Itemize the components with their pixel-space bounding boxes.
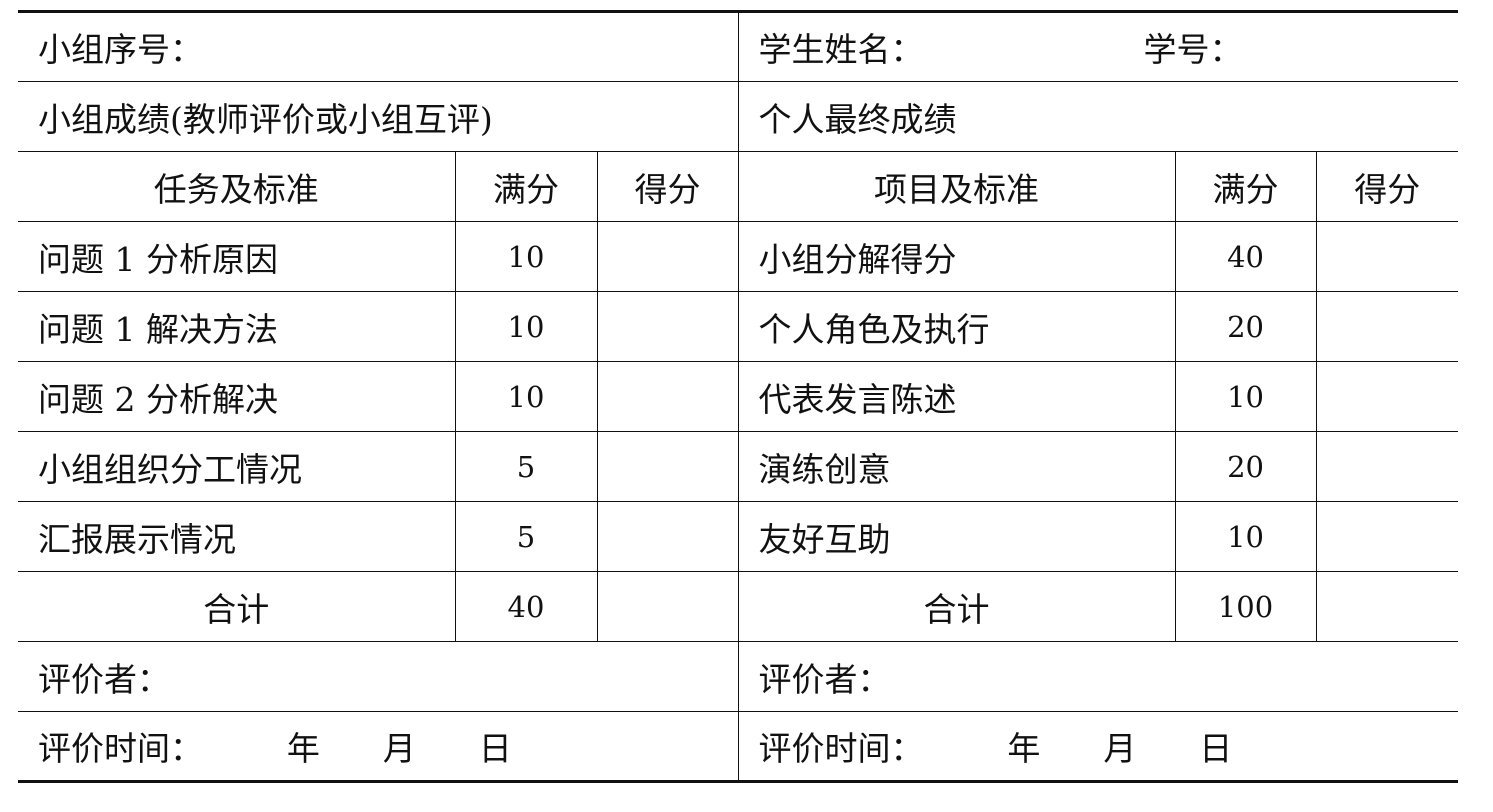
- table-row: 汇报展示情况 5 友好互助 10: [18, 501, 1459, 572]
- left-total-score-cell[interactable]: [596, 571, 739, 642]
- date-row: 评价时间： 年 月 日 评价时间： 年 月 日: [18, 711, 1459, 782]
- left-total-full: 40: [454, 571, 598, 642]
- right-item: 演练创意: [737, 431, 1176, 502]
- left-item: 小组组织分工情况: [18, 431, 456, 502]
- header-row-2: 小组成绩(教师评价或小组互评) 个人最终成绩: [18, 81, 1459, 152]
- right-col-header-item: 项目及标准: [737, 151, 1176, 222]
- right-full-score: 20: [1174, 291, 1317, 362]
- right-total-label: 合计: [737, 571, 1176, 642]
- left-full-score: 5: [454, 501, 598, 572]
- left-total-label: 合计: [18, 571, 456, 642]
- right-item: 代表发言陈述: [737, 361, 1176, 432]
- right-evaluator-field[interactable]: 评价者：: [737, 641, 1459, 712]
- left-score-cell[interactable]: [596, 221, 739, 292]
- group-score-title: 小组成绩(教师评价或小组互评): [18, 81, 739, 152]
- right-col-header-full: 满分: [1174, 151, 1317, 222]
- evaluator-row: 评价者： 评价者：: [18, 641, 1459, 712]
- group-number-field[interactable]: 小组序号：: [18, 11, 739, 82]
- left-item: 问题 1 分析原因: [18, 221, 456, 292]
- right-score-cell[interactable]: [1315, 431, 1459, 502]
- right-date-field[interactable]: 评价时间： 年 月 日: [737, 711, 1459, 782]
- left-item: 问题 1 解决方法: [18, 291, 456, 362]
- right-full-score: 10: [1174, 361, 1317, 432]
- left-score-cell[interactable]: [596, 501, 739, 572]
- table-row: 小组组织分工情况 5 演练创意 20: [18, 431, 1459, 502]
- personal-score-title: 个人最终成绩: [737, 81, 1459, 152]
- left-evaluator-field[interactable]: 评价者：: [18, 641, 739, 712]
- left-date-field[interactable]: 评价时间： 年 月 日: [18, 711, 739, 782]
- right-score-cell[interactable]: [1315, 221, 1459, 292]
- left-item: 问题 2 分析解决: [18, 361, 456, 432]
- left-full-score: 10: [454, 361, 598, 432]
- right-score-cell[interactable]: [1315, 361, 1459, 432]
- right-total-full: 100: [1174, 571, 1317, 642]
- table-row: 问题 1 解决方法 10 个人角色及执行 20: [18, 291, 1459, 362]
- left-full-score: 10: [454, 221, 598, 292]
- right-full-score: 20: [1174, 431, 1317, 502]
- right-item: 小组分解得分: [737, 221, 1176, 292]
- left-col-header-score: 得分: [596, 151, 739, 222]
- right-full-score: 10: [1174, 501, 1317, 572]
- left-score-cell[interactable]: [596, 431, 739, 502]
- column-header-row: 任务及标准 满分 得分 项目及标准 满分 得分: [18, 151, 1459, 222]
- table-row: 问题 2 分析解决 10 代表发言陈述 10: [18, 361, 1459, 432]
- student-info-field[interactable]: 学生姓名： 学号：: [737, 11, 1459, 82]
- left-full-score: 10: [454, 291, 598, 362]
- left-score-cell[interactable]: [596, 291, 739, 362]
- right-item: 个人角色及执行: [737, 291, 1176, 362]
- student-name-label: 学生姓名：: [758, 30, 924, 69]
- right-total-score-cell[interactable]: [1315, 571, 1459, 642]
- left-score-cell[interactable]: [596, 361, 739, 432]
- header-row-1: 小组序号： 学生姓名： 学号：: [18, 11, 1459, 82]
- left-col-header-item: 任务及标准: [18, 151, 456, 222]
- left-col-header-full: 满分: [454, 151, 598, 222]
- total-row: 合计 40 合计 100: [18, 571, 1459, 642]
- evaluation-table: 小组序号： 学生姓名： 学号： 小组成绩(教师评价或小组互评) 个人最终成绩 任务…: [18, 10, 1459, 783]
- student-id-label: 学号：: [1143, 30, 1243, 69]
- right-item: 友好互助: [737, 501, 1176, 572]
- right-score-cell[interactable]: [1315, 501, 1459, 572]
- table-row: 问题 1 分析原因 10 小组分解得分 40: [18, 221, 1459, 292]
- left-full-score: 5: [454, 431, 598, 502]
- right-full-score: 40: [1174, 221, 1317, 292]
- left-item: 汇报展示情况: [18, 501, 456, 572]
- right-score-cell[interactable]: [1315, 291, 1459, 362]
- right-col-header-score: 得分: [1315, 151, 1459, 222]
